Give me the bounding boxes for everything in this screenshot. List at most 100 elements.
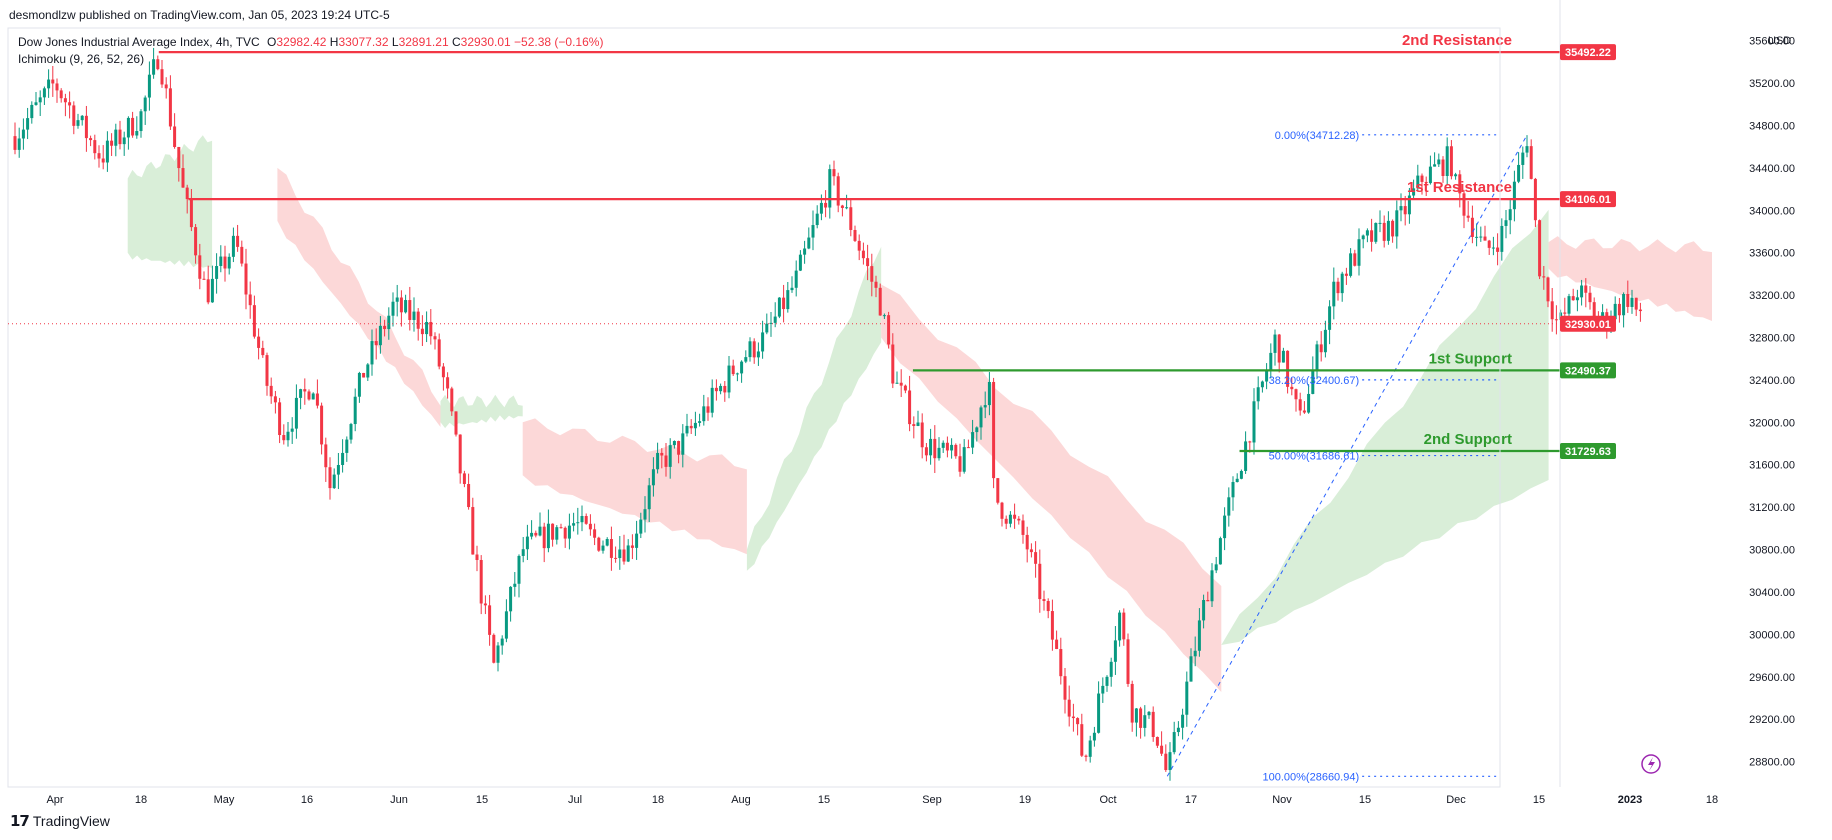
candle-body bbox=[1496, 247, 1500, 252]
candle-body bbox=[651, 469, 655, 486]
x-tick-label: 18 bbox=[652, 794, 664, 806]
price-tag-label: 31729.63 bbox=[1565, 446, 1611, 458]
candle-body bbox=[765, 323, 769, 333]
y-tick-label: 31200.00 bbox=[1749, 502, 1795, 514]
candle-body bbox=[1319, 344, 1323, 353]
candle-body bbox=[156, 59, 160, 70]
candle-body bbox=[1403, 206, 1407, 215]
alert-icon-bolt bbox=[1648, 757, 1655, 771]
candle-body bbox=[378, 325, 382, 346]
candle-body bbox=[1302, 410, 1306, 413]
candle-body bbox=[1508, 209, 1512, 221]
candle-body bbox=[1584, 285, 1588, 293]
candle-body bbox=[336, 464, 340, 475]
candle-body bbox=[1323, 329, 1327, 353]
candle-body bbox=[189, 199, 193, 228]
candle-body bbox=[1638, 309, 1642, 312]
candle-body bbox=[1038, 563, 1042, 600]
candle-body bbox=[68, 102, 72, 106]
candle-body bbox=[1601, 312, 1605, 318]
tradingview-logo[interactable]: 𝟭𝟳 TradingView bbox=[10, 812, 110, 830]
candle-body bbox=[1349, 253, 1353, 276]
candle-body bbox=[446, 377, 450, 389]
candle-body bbox=[1332, 281, 1336, 307]
candle-body bbox=[1504, 220, 1508, 226]
fib-level-label: 50.00%(31686.61) bbox=[1269, 451, 1360, 463]
candle-body bbox=[198, 255, 202, 279]
candle-body bbox=[1202, 599, 1206, 621]
x-tick-label: Nov bbox=[1272, 794, 1292, 806]
candle-body bbox=[1277, 334, 1281, 363]
publish-line: desmondlzw published on TradingView.com,… bbox=[9, 8, 390, 22]
candle-body bbox=[1139, 708, 1143, 728]
candle-body bbox=[349, 424, 353, 440]
high-label: H bbox=[329, 35, 339, 49]
x-tick-label: 18 bbox=[1706, 794, 1718, 806]
candle-body bbox=[668, 445, 672, 467]
candle-body bbox=[538, 526, 542, 536]
candle-body bbox=[1227, 497, 1231, 516]
candle-body bbox=[677, 441, 681, 455]
candle-body bbox=[639, 519, 643, 534]
low-label: L bbox=[391, 35, 399, 49]
candle-body bbox=[803, 248, 807, 255]
candle-body bbox=[265, 355, 269, 386]
candle-body bbox=[542, 526, 546, 549]
open-label: O bbox=[267, 35, 277, 49]
candle-body bbox=[17, 138, 21, 150]
candle-body bbox=[945, 442, 949, 451]
candle-body bbox=[828, 169, 832, 208]
open-value: 32982.42 bbox=[276, 35, 327, 49]
x-tick-label: Jun bbox=[390, 794, 408, 806]
candle-body bbox=[353, 396, 357, 425]
candle-body bbox=[500, 638, 504, 646]
alert-icon[interactable] bbox=[1641, 754, 1661, 774]
candle-body bbox=[693, 422, 697, 429]
candle-body bbox=[1340, 273, 1344, 294]
candle-body bbox=[269, 385, 273, 397]
candle-body bbox=[1542, 276, 1546, 278]
candle-body bbox=[752, 341, 756, 358]
candle-body bbox=[1147, 711, 1151, 716]
fibonacci-retracement[interactable]: 0.00%(34712.28) 38.20%(32400.67) 50.00%(31… bbox=[1166, 130, 1528, 783]
candle-body bbox=[1260, 381, 1264, 388]
level-label: 2nd Support bbox=[1424, 431, 1512, 448]
y-tick-label: 32000.00 bbox=[1749, 417, 1795, 429]
candle-body bbox=[1344, 273, 1348, 276]
candle-body bbox=[1479, 236, 1483, 238]
candle-body bbox=[719, 385, 723, 392]
candle-body bbox=[840, 205, 844, 208]
candle-body bbox=[525, 536, 529, 550]
candle-body bbox=[572, 523, 576, 526]
candle-body bbox=[1286, 350, 1290, 387]
y-tick-label: 32800.00 bbox=[1749, 333, 1795, 345]
x-tick-label: Apr bbox=[46, 794, 63, 806]
candle-body bbox=[1336, 281, 1340, 294]
candle-body bbox=[315, 393, 319, 406]
candle-body bbox=[290, 428, 294, 432]
indicator-legend[interactable]: Ichimoku (9, 26, 52, 26) bbox=[18, 52, 145, 66]
candle-body bbox=[845, 207, 849, 209]
candle-body bbox=[1050, 611, 1054, 640]
candle-body bbox=[1441, 159, 1445, 176]
candle-body bbox=[450, 388, 454, 412]
candle-body bbox=[601, 545, 605, 551]
candle-body bbox=[215, 266, 219, 279]
fib-level-label: 0.00%(34712.28) bbox=[1275, 130, 1359, 142]
candle-body bbox=[622, 549, 626, 562]
candle-body bbox=[80, 115, 84, 121]
y-tick-label: 29200.00 bbox=[1749, 714, 1795, 726]
candle-body bbox=[1235, 478, 1239, 483]
candle-body bbox=[1029, 549, 1033, 553]
x-tick-label: 17 bbox=[1185, 794, 1197, 806]
x-tick-label: Oct bbox=[1099, 794, 1116, 806]
candle-body bbox=[1433, 164, 1437, 167]
symbol-legend[interactable]: Dow Jones Industrial Average Index, 4h, … bbox=[18, 35, 603, 49]
x-tick-label: Jul bbox=[568, 794, 582, 806]
candle-body bbox=[1517, 164, 1521, 182]
candle-body bbox=[748, 341, 752, 358]
candle-body bbox=[660, 452, 664, 456]
support-resistance-levels[interactable]: 2nd Resistance 1st Resistance 1st Support 2… bbox=[158, 32, 1560, 453]
candle-body bbox=[1281, 350, 1285, 363]
